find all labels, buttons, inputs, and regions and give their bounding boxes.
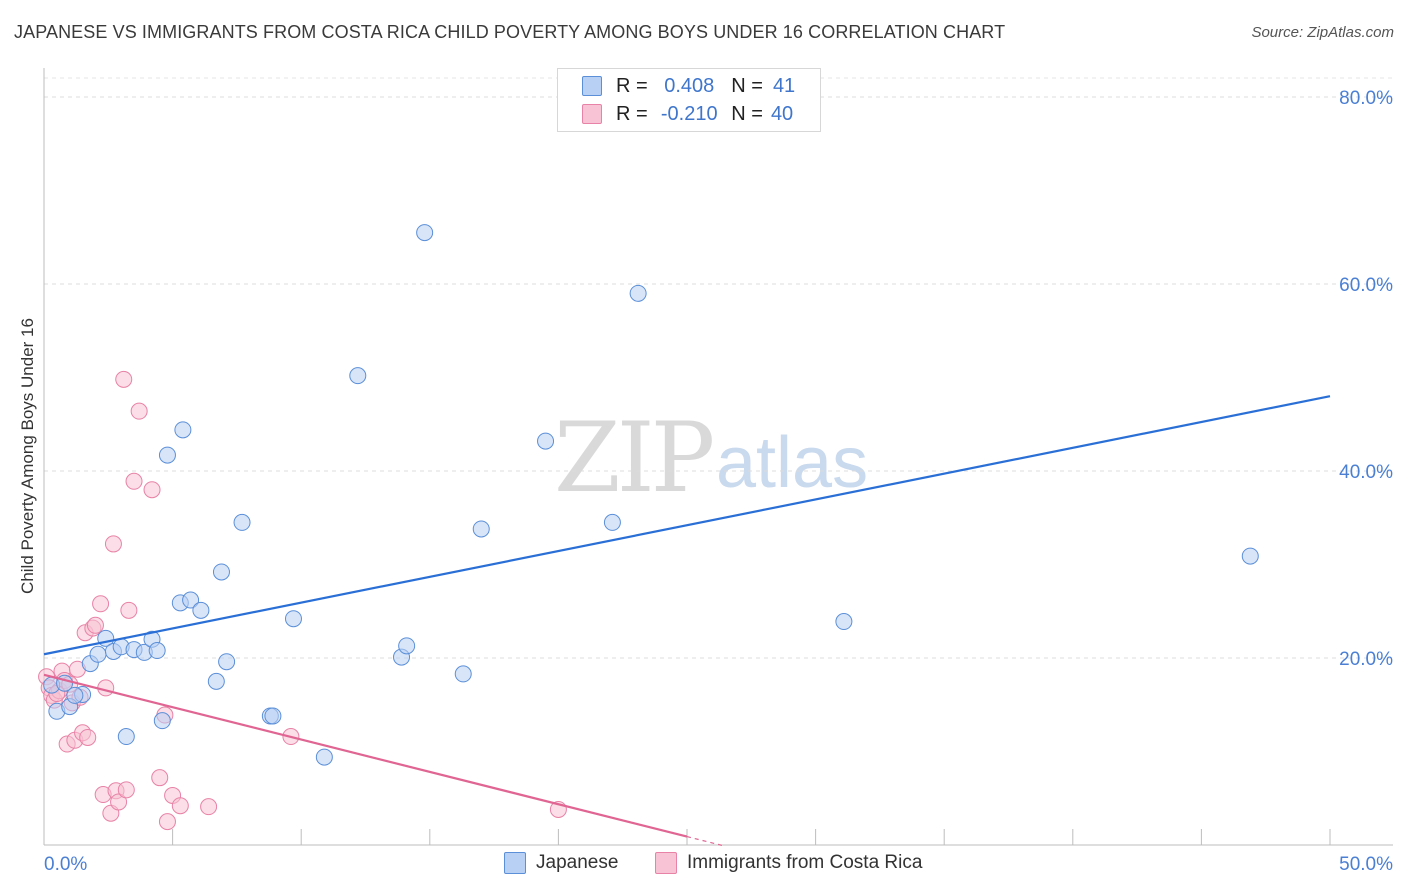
japanese-point (153, 712, 171, 730)
japanese-point (174, 421, 192, 439)
legend-swatch-japanese (504, 852, 526, 874)
costa-rica-point (125, 472, 143, 490)
japanese-point (207, 672, 225, 690)
japanese-point (212, 563, 230, 581)
watermark-zip: ZIP (554, 402, 715, 514)
japanese-point (454, 665, 472, 683)
n-value: 41 (772, 74, 796, 97)
costa-rica-point (117, 781, 135, 799)
data-points (38, 224, 1259, 831)
japanese-point (264, 707, 282, 725)
r-value: -0.210 (660, 102, 718, 125)
r-label: R = (616, 102, 648, 125)
costa-rica-point (200, 798, 218, 816)
japanese-swatch (582, 76, 602, 96)
costa-rica-point (86, 616, 104, 634)
legend-label-costa-rica: Immigrants from Costa Rica (687, 852, 923, 873)
costa-rica-point (143, 481, 161, 499)
japanese-point (89, 645, 107, 663)
chart-title: JAPANESE VS IMMIGRANTS FROM COSTA RICA C… (14, 22, 1006, 42)
japanese-point (835, 613, 853, 631)
legend-item-costa-rica[interactable]: Immigrants from Costa Rica (655, 852, 922, 874)
japanese-point (117, 728, 135, 746)
x-tick-label: 50.0% (1339, 854, 1393, 875)
japanese-point (537, 432, 555, 450)
japanese-point (472, 520, 490, 538)
japanese-point (629, 284, 647, 302)
r-label: R = (616, 74, 648, 97)
costa-rica-swatch (582, 104, 602, 124)
japanese-point (1241, 547, 1259, 565)
n-label: N = (731, 74, 763, 97)
legend-label-japanese: Japanese (536, 852, 619, 873)
source-label: Source: ZipAtlas.com (1251, 24, 1394, 41)
correlation-row-japanese: R = 0.408 N = 41 (558, 72, 795, 100)
costa-rica-point (120, 601, 138, 619)
correlation-row-costa-rica: R = -0.210 N = 40 (558, 100, 793, 128)
japanese-point (158, 446, 176, 464)
costa-rica-point (110, 793, 128, 811)
y-tick-label: 60.0% (1339, 275, 1393, 296)
japanese-point (284, 610, 302, 628)
watermark-atlas: atlas (716, 423, 869, 503)
japanese-point (315, 748, 333, 766)
japanese-point (192, 601, 210, 619)
y-tick-label: 40.0% (1339, 462, 1393, 483)
y-tick-label: 80.0% (1339, 88, 1393, 109)
costa-rica-point (79, 728, 97, 746)
japanese-point (148, 642, 166, 660)
n-value: 40 (770, 102, 794, 125)
correlation-box: R = 0.408 N = 41 R = -0.210 N = 40 (557, 68, 821, 132)
n-label: N = (731, 102, 763, 125)
costa-rica-point (171, 797, 189, 815)
trend-lines (43, 395, 1331, 847)
costa-rica-point (92, 595, 110, 613)
japanese-point (66, 686, 84, 704)
axes (43, 68, 1393, 846)
tick-labels: 20.0% 40.0% 60.0% 80.0% 0.0% 50.0% (44, 88, 1393, 875)
trend-line-costa-rica-extension (686, 836, 726, 847)
costa-rica-point (158, 813, 176, 831)
legend-swatch-costa-rica (655, 852, 677, 874)
japanese-point (416, 224, 434, 242)
japanese-point (218, 653, 236, 671)
x-tick-label: 0.0% (44, 854, 87, 875)
costa-rica-point (130, 402, 148, 420)
costa-rica-point (115, 370, 133, 388)
costa-rica-point (151, 769, 169, 787)
trend-line-japanese (43, 395, 1331, 656)
japanese-point (233, 513, 251, 531)
grid-lines (44, 77, 1393, 659)
costa-rica-point (104, 535, 122, 553)
trend-line-costa-rica (43, 673, 688, 838)
japanese-point (603, 513, 621, 531)
japanese-point (398, 637, 416, 655)
japanese-point (182, 591, 200, 609)
legend-item-japanese[interactable]: Japanese (504, 852, 618, 874)
y-tick-label: 20.0% (1339, 649, 1393, 670)
r-value: 0.408 (664, 74, 715, 97)
japanese-point (349, 367, 367, 385)
